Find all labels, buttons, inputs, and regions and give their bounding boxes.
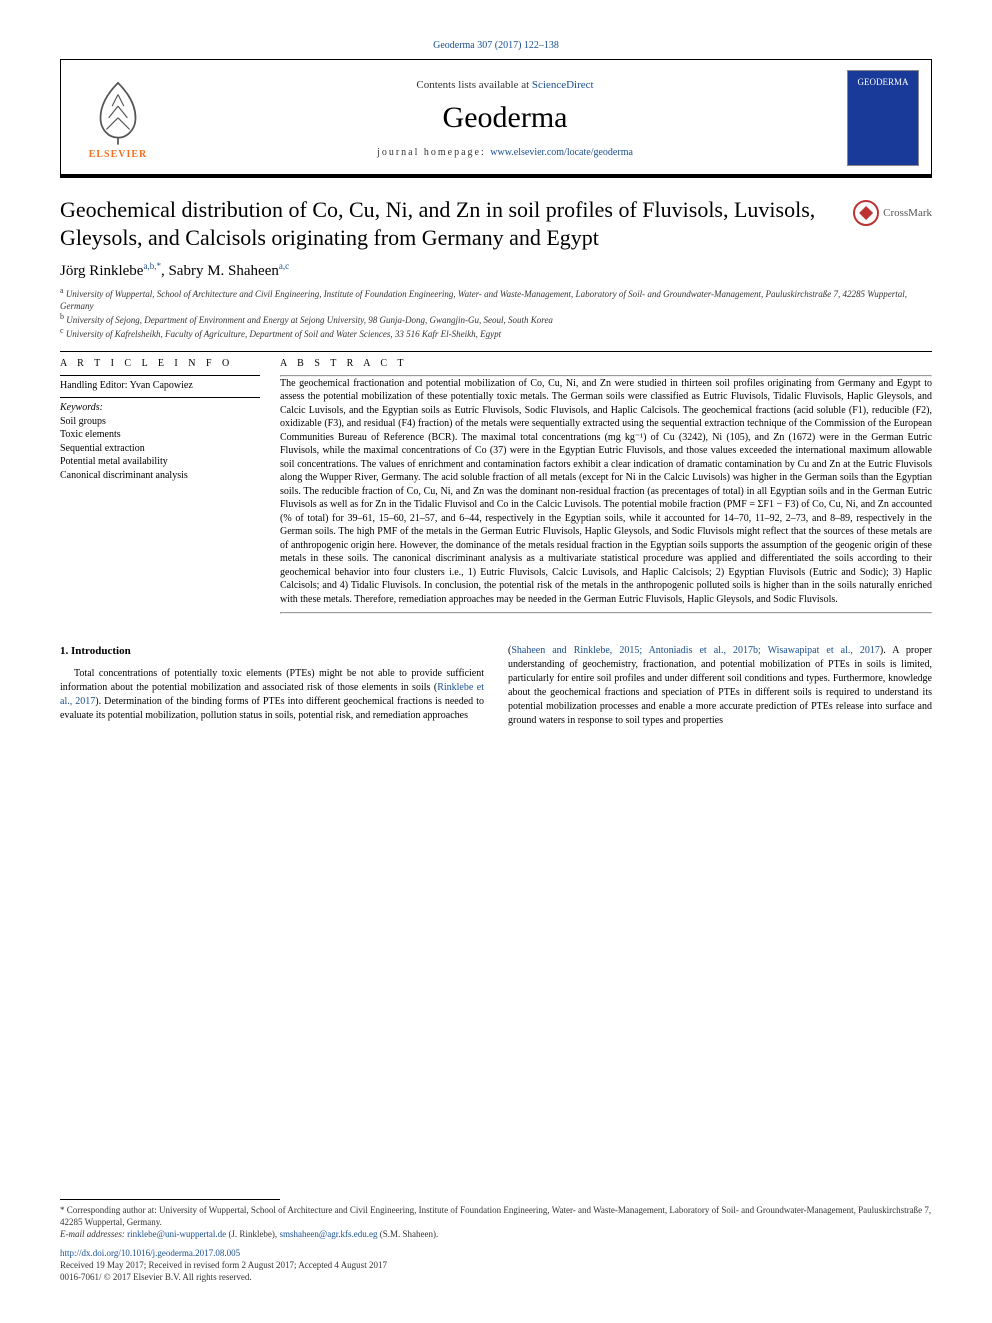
elsevier-logo: ELSEVIER	[73, 68, 163, 168]
divider	[60, 397, 260, 398]
body-col-left: 1. Introduction Total concentrations of …	[60, 644, 484, 728]
section-heading: 1. Introduction	[60, 644, 484, 659]
page-footer: * Corresponding author at: University of…	[60, 1199, 932, 1283]
article-title: Geochemical distribution of Co, Cu, Ni, …	[60, 196, 835, 251]
received-line: Received 19 May 2017; Received in revise…	[60, 1259, 932, 1271]
authors: Jörg Rinklebea,b,*, Sabry M. Shaheena,c	[60, 261, 932, 280]
section-title: Introduction	[71, 645, 131, 657]
keywords-head: Keywords:	[60, 402, 260, 413]
abstract-text: The geochemical fractionation and potent…	[280, 377, 932, 607]
abstract-head: A B S T R A C T	[280, 358, 932, 369]
article-info-column: A R T I C L E I N F O Handling Editor: Y…	[60, 358, 260, 615]
email-who-2: (S.M. Shaheen).	[377, 1229, 438, 1239]
homepage-line: journal homepage: www.elsevier.com/locat…	[163, 147, 847, 158]
publisher-label: ELSEVIER	[89, 149, 148, 160]
crossmark-badge[interactable]: CrossMark	[853, 200, 932, 226]
contents-prefix: Contents lists available at	[416, 79, 531, 91]
handling-name: Yvan Capowiez	[130, 380, 193, 391]
divider	[60, 351, 932, 352]
body-paragraph: Total concentrations of potentially toxi…	[60, 667, 484, 723]
copyright-line: 0016-7061/ © 2017 Elsevier B.V. All righ…	[60, 1271, 932, 1283]
body-paragraph: (Shaheen and Rinklebe, 2015; Antoniadis …	[508, 644, 932, 728]
email-label: E-mail addresses:	[60, 1229, 127, 1239]
homepage-prefix: journal homepage:	[377, 147, 490, 158]
corresponding-author: * Corresponding author at: University of…	[60, 1204, 932, 1228]
abstract-column: A B S T R A C T The geochemical fraction…	[280, 358, 932, 615]
divider	[60, 375, 260, 376]
divider	[280, 612, 932, 614]
email-link-2[interactable]: smshaheen@agr.kfs.edu.eg	[279, 1229, 377, 1239]
homepage-link[interactable]: www.elsevier.com/locate/geoderma	[490, 147, 633, 158]
journal-masthead: ELSEVIER Contents lists available at Sci…	[60, 59, 932, 178]
email-link-1[interactable]: rinklebe@uni-wuppertal.de	[127, 1229, 226, 1239]
doi-link[interactable]: http://dx.doi.org/10.1016/j.geoderma.201…	[60, 1248, 240, 1258]
journal-cover-thumb: GEODERMA	[847, 70, 919, 166]
header-citation: Geoderma 307 (2017) 122–138	[60, 40, 932, 51]
body-columns: 1. Introduction Total concentrations of …	[60, 644, 932, 728]
keywords-list: Soil groupsToxic elementsSequential extr…	[60, 415, 260, 483]
body-col-right: (Shaheen and Rinklebe, 2015; Antoniadis …	[508, 644, 932, 728]
sciencedirect-link[interactable]: ScienceDirect	[532, 79, 594, 91]
handling-label: Handling Editor:	[60, 380, 130, 391]
section-number: 1.	[60, 645, 68, 657]
crossmark-label: CrossMark	[883, 207, 932, 219]
elsevier-tree-icon	[83, 77, 153, 147]
contents-line: Contents lists available at ScienceDirec…	[163, 79, 847, 91]
affiliations: a University of Wuppertal, School of Arc…	[60, 286, 932, 341]
handling-editor: Handling Editor: Yvan Capowiez	[60, 380, 260, 391]
email-line: E-mail addresses: rinklebe@uni-wuppertal…	[60, 1228, 932, 1240]
email-who-1: (J. Rinklebe),	[226, 1229, 279, 1239]
article-info-head: A R T I C L E I N F O	[60, 358, 260, 369]
journal-name: Geoderma	[163, 101, 847, 135]
crossmark-icon	[853, 200, 879, 226]
